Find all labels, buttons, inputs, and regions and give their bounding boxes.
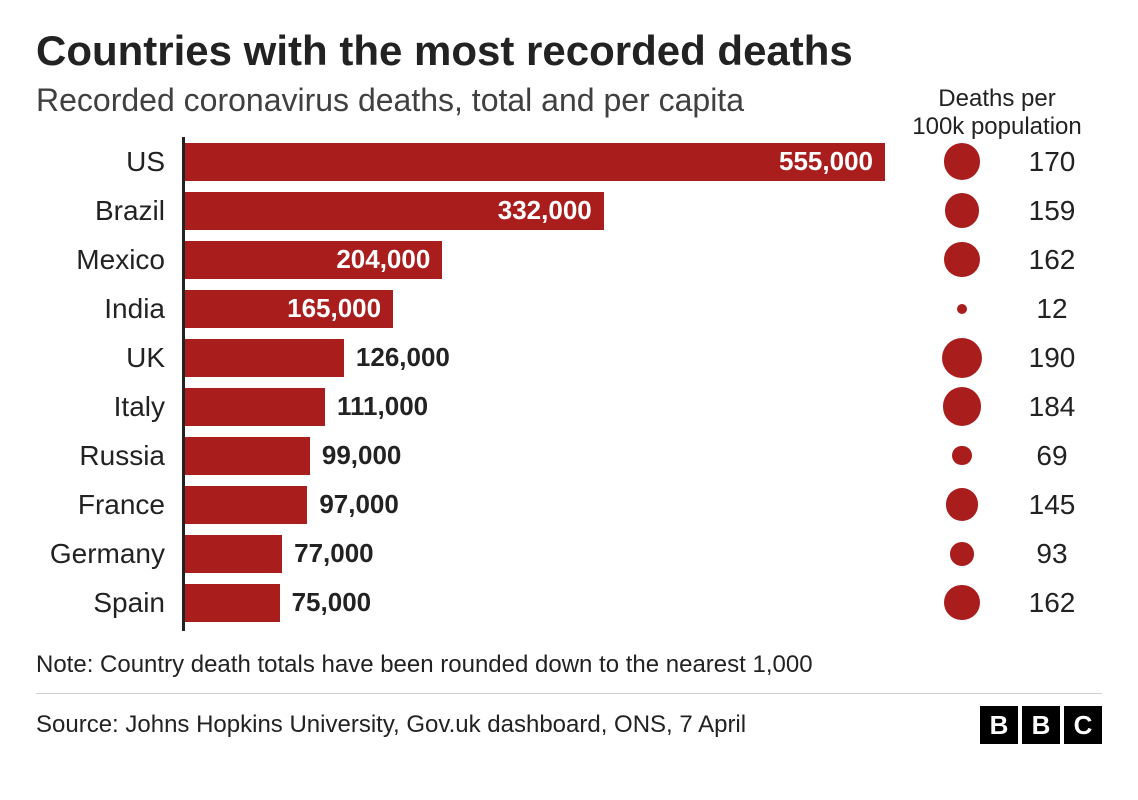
- percap-header-line1: Deaths per: [938, 85, 1055, 112]
- percap-circle: [957, 304, 967, 314]
- bar: [185, 486, 307, 524]
- bar-value: 332,000: [498, 195, 592, 226]
- chart-row: UK126,000190: [185, 333, 1102, 382]
- chart-rows: US555,000170Brazil332,000159Mexico204,00…: [182, 137, 1102, 631]
- chart-title: Countries with the most recorded deaths: [36, 28, 1102, 74]
- chart-row: Spain75,000162: [185, 578, 1102, 627]
- percap-circle-cell: [932, 143, 992, 180]
- chart-row: US555,000170: [185, 137, 1102, 186]
- bar-value: 204,000: [336, 244, 430, 275]
- divider: [36, 693, 1102, 694]
- chart-row: India165,00012: [185, 284, 1102, 333]
- country-label: India: [29, 293, 175, 325]
- percap-circle-cell: [932, 488, 992, 520]
- chart-note: Note: Country death totals have been rou…: [36, 651, 1102, 679]
- percap-header: Deaths per 100k population: [892, 85, 1102, 140]
- country-label: Russia: [29, 440, 175, 472]
- chart-row: Germany77,00093: [185, 529, 1102, 578]
- bar: [185, 437, 310, 475]
- percap-circle: [944, 242, 979, 277]
- bbc-logo: BBC: [980, 706, 1102, 744]
- percap-circle: [950, 542, 974, 566]
- percap-circle-cell: [932, 242, 992, 277]
- percap-circle-cell: [932, 542, 992, 566]
- percap-value: 93: [1002, 538, 1102, 570]
- country-label: Mexico: [29, 244, 175, 276]
- percap-value: 145: [1002, 489, 1102, 521]
- percap-value: 162: [1002, 587, 1102, 619]
- bar: 332,000: [185, 192, 604, 230]
- source-text: Source: Johns Hopkins University, Gov.uk…: [36, 711, 746, 739]
- bar-value: 111,000: [337, 391, 428, 422]
- percap-value: 190: [1002, 342, 1102, 374]
- bar: 204,000: [185, 241, 442, 279]
- bbc-logo-letter: B: [1022, 706, 1060, 744]
- bar-value: 126,000: [356, 342, 450, 373]
- bbc-logo-letter: B: [980, 706, 1018, 744]
- country-label: Spain: [29, 587, 175, 619]
- chart-row: Russia99,00069: [185, 431, 1102, 480]
- bar: [185, 388, 325, 426]
- country-label: US: [29, 146, 175, 178]
- bar: [185, 339, 344, 377]
- chart-row: Mexico204,000162: [185, 235, 1102, 284]
- percap-circle: [946, 488, 978, 520]
- country-label: Brazil: [29, 195, 175, 227]
- bar: 555,000: [185, 143, 885, 181]
- percap-value: 170: [1002, 146, 1102, 178]
- percap-value: 69: [1002, 440, 1102, 472]
- percap-circle: [945, 193, 980, 228]
- chart-row: Brazil332,000159: [185, 186, 1102, 235]
- percap-value: 184: [1002, 391, 1102, 423]
- bar-value: 555,000: [779, 146, 873, 177]
- chart-row: Italy111,000184: [185, 382, 1102, 431]
- percap-circle-cell: [932, 304, 992, 314]
- percap-value: 12: [1002, 293, 1102, 325]
- bar-value: 75,000: [292, 587, 372, 618]
- footer: Source: Johns Hopkins University, Gov.uk…: [36, 706, 1102, 744]
- bar-value: 77,000: [294, 538, 374, 569]
- bar-value: 99,000: [322, 440, 402, 471]
- bbc-logo-letter: C: [1064, 706, 1102, 744]
- percap-circle-cell: [932, 338, 992, 378]
- bar-value: 97,000: [319, 489, 399, 520]
- chart-area: Deaths per 100k population US555,000170B…: [36, 127, 1102, 631]
- bar: [185, 584, 280, 622]
- percap-circle: [944, 585, 979, 620]
- bar-value: 165,000: [287, 293, 381, 324]
- percap-header-line2: 100k population: [912, 113, 1081, 140]
- percap-circle: [943, 387, 982, 426]
- percap-circle-cell: [932, 585, 992, 620]
- percap-circle-cell: [932, 193, 992, 228]
- chart-row: France97,000145: [185, 480, 1102, 529]
- country-label: Italy: [29, 391, 175, 423]
- percap-value: 162: [1002, 244, 1102, 276]
- country-label: Germany: [29, 538, 175, 570]
- country-label: UK: [29, 342, 175, 374]
- percap-circle: [944, 143, 981, 180]
- percap-circle: [942, 338, 982, 378]
- bar: [185, 535, 282, 573]
- bar: 165,000: [185, 290, 393, 328]
- percap-value: 159: [1002, 195, 1102, 227]
- country-label: France: [29, 489, 175, 521]
- percap-circle-cell: [932, 446, 992, 466]
- percap-circle: [952, 446, 972, 466]
- percap-circle-cell: [932, 387, 992, 426]
